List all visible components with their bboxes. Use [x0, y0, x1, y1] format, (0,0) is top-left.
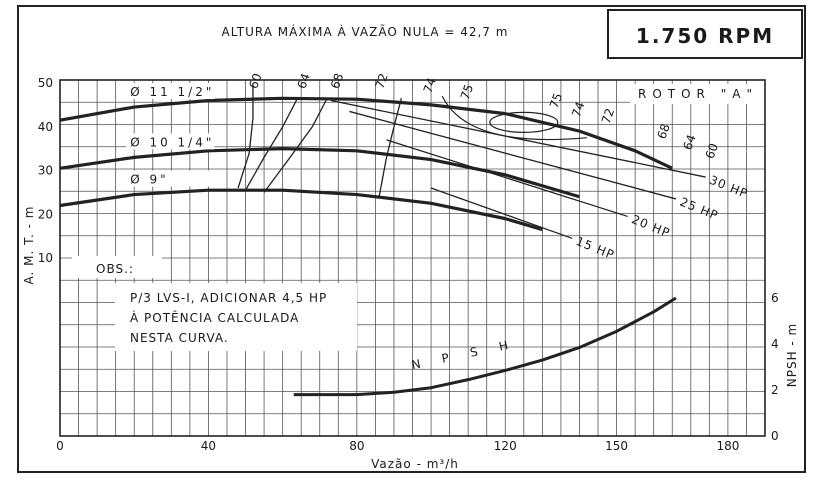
- efficiency-label: 60: [246, 71, 264, 90]
- obs-label-bg: [72, 256, 162, 278]
- efficiency-iso-line: [263, 98, 328, 193]
- npsh-tick-label: 0: [771, 429, 779, 443]
- npsh-tick-label: 4: [771, 337, 779, 351]
- rotor-label-bg: [630, 84, 764, 104]
- impeller-curve: [59, 96, 673, 170]
- impeller-curve: [59, 188, 543, 232]
- y-axis-title: A. M. T. - m: [22, 206, 36, 285]
- efficiency-label: 60: [703, 141, 721, 160]
- plot-border: [59, 79, 766, 437]
- rpm-label: 1.750 RPM: [636, 24, 774, 48]
- impeller-label: Ø 10 1/4": [130, 135, 214, 149]
- impeller-label: Ø 11 1/2": [130, 85, 214, 99]
- efficiency-iso-line: [378, 98, 402, 197]
- npsh-axis-title: NPSH - m: [785, 323, 799, 388]
- power-line: [349, 110, 677, 200]
- x-tick-label: 0: [56, 439, 64, 453]
- obs-line-2: À POTÊNCIA CALCULADA: [130, 310, 299, 325]
- y-tick-label: 50: [38, 76, 53, 90]
- impeller-label-bg: [126, 133, 215, 150]
- efficiency-label: 64: [295, 71, 313, 90]
- efficiency-contour-75: [489, 111, 559, 133]
- outer-frame: [17, 5, 806, 473]
- x-axis-title: Vazão - m³/h: [371, 457, 459, 471]
- efficiency-label: 72: [599, 106, 617, 125]
- efficiency-label: 74: [421, 76, 439, 95]
- obs-line-1: P/3 LVS-I, ADICIONAR 4,5 HP: [130, 291, 327, 305]
- power-line: [430, 187, 573, 239]
- efficiency-label: 68: [654, 122, 672, 141]
- power-line: [330, 99, 706, 178]
- chart-axes: 0 40 80 120 150 180 10 20 30 40 50 0 2 4 6: [38, 76, 779, 453]
- npsh-curve: [293, 296, 677, 397]
- obs-line-3: NESTA CURVA.: [130, 331, 229, 345]
- x-tick-label: 40: [201, 439, 216, 453]
- efficiency-label: 74: [569, 100, 587, 119]
- x-tick-label: 120: [494, 439, 517, 453]
- rotor-label: ROTOR "A": [638, 87, 758, 101]
- obs-note-bg: [115, 283, 357, 351]
- y-tick-label: 40: [38, 120, 53, 134]
- npsh-tick-label: 6: [771, 291, 779, 305]
- y-tick-label: 20: [38, 207, 53, 221]
- impeller-label-bg: [126, 170, 215, 187]
- impeller-label-bg: [126, 83, 215, 100]
- efficiency-label: 75: [547, 91, 565, 110]
- power-line: [386, 139, 628, 218]
- y-tick-label: 10: [38, 251, 53, 265]
- efficiency-label: 75: [458, 82, 476, 101]
- x-tick-label: 180: [716, 439, 739, 453]
- npsh-tick-label: 2: [771, 383, 779, 397]
- efficiency-label: 64: [680, 133, 698, 152]
- efficiency-iso-line: [244, 98, 299, 191]
- efficiency-label: 72: [372, 71, 390, 90]
- efficiency-contour-74: [441, 95, 587, 141]
- rpm-box: [607, 9, 803, 59]
- efficiency-iso-line: [237, 83, 254, 189]
- y-tick-label: 30: [38, 164, 53, 178]
- x-tick-label: 150: [605, 439, 628, 453]
- power-line-label: 30 HP: [708, 173, 751, 201]
- impeller-label: Ø 9": [130, 173, 168, 187]
- obs-label: OBS.:: [96, 262, 134, 276]
- power-line-label: 25 HP: [678, 195, 721, 223]
- efficiency-label: 68: [328, 71, 346, 90]
- x-tick-label: 80: [349, 439, 364, 453]
- header-title: ALTURA MÁXIMA À VAZÃO NULA = 42,7 m: [222, 24, 509, 39]
- npsh-curve-label: N P S H: [410, 336, 518, 372]
- impeller-curve: [59, 147, 580, 199]
